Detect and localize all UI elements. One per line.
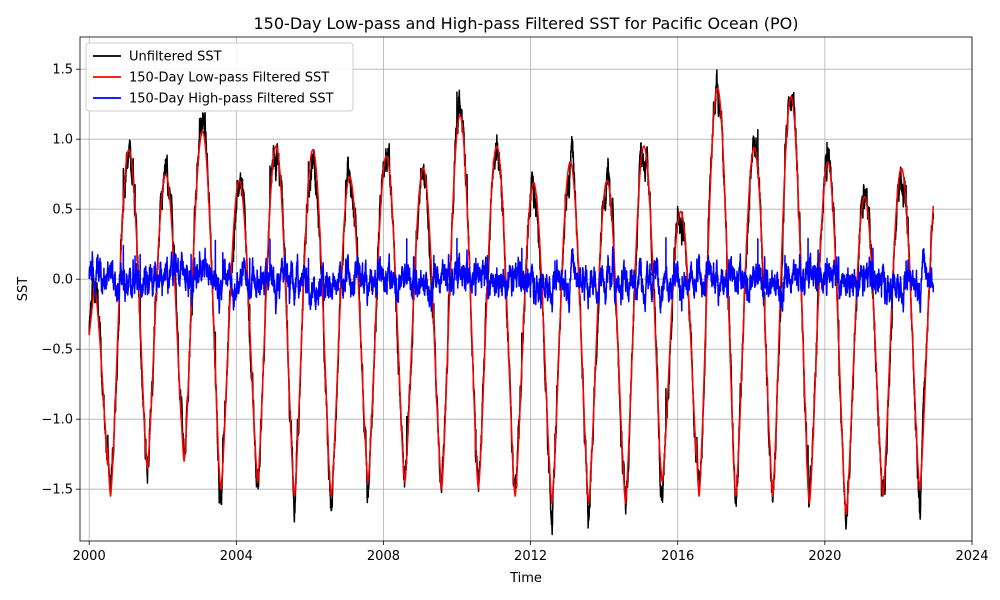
legend: Unfiltered SST 150-Day Low-pass Filtered … — [85, 42, 354, 112]
x-tick-label: 2016 — [661, 549, 694, 564]
y-tick-label: 1.0 — [52, 133, 73, 148]
x-tick-label: 2004 — [220, 549, 253, 564]
x-axis-label: Time — [509, 571, 542, 586]
x-tick-label: 2008 — [367, 549, 400, 564]
x-tick-label: 2012 — [514, 549, 547, 564]
legend-label-unfiltered: Unfiltered SST — [129, 50, 222, 65]
y-tick-label: 1.5 — [52, 63, 73, 78]
chart-title: 150-Day Low-pass and High-pass Filtered … — [254, 14, 799, 33]
y-tick-label: 0.0 — [52, 273, 73, 288]
x-tick-label: 2000 — [73, 549, 106, 564]
legend-box — [85, 42, 354, 112]
x-tick-label: 2020 — [808, 549, 841, 564]
legend-label-highpass: 150-Day High-pass Filtered SST — [129, 92, 334, 107]
series-line-lowpass — [88, 87, 935, 516]
y-tick-label: −0.5 — [41, 343, 73, 358]
plot-frame — [79, 36, 973, 542]
y-tick-label: −1.5 — [41, 483, 73, 498]
series-layer — [88, 69, 935, 536]
y-axis-label: SST — [16, 277, 31, 302]
y-tick-label: 0.5 — [52, 203, 73, 218]
ticks: 2000 2004 2008 2012 2016 2020 2024 −1.5 −1.0 −0.5… — [41, 63, 988, 564]
y-tick-label: −1.0 — [41, 413, 73, 428]
legend-label-lowpass: 150-Day Low-pass Filtered SST — [129, 71, 329, 86]
series-line-highpass — [88, 236, 935, 315]
x-tick-label: 2024 — [955, 549, 988, 564]
